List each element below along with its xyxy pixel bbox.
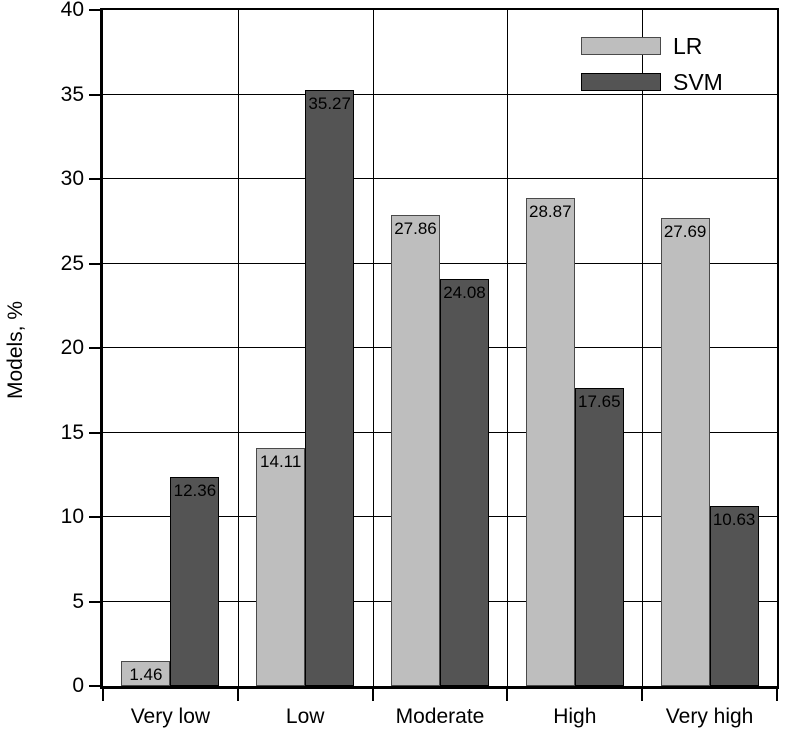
legend: LR SVM [581, 34, 723, 94]
y-tick-label-15: 15 [60, 420, 84, 444]
bar-value-label-svm-very-low: 12.36 [173, 481, 217, 501]
category-label-very-high: Very high [665, 705, 754, 728]
y-tick-label-5: 5 [72, 589, 84, 613]
bar-value-label-lr-very-low: 1.46 [129, 665, 163, 685]
x-tick-3 [506, 687, 508, 701]
legend-item-lr: LR [581, 34, 723, 58]
bar-lr-high [525, 198, 575, 686]
legend-swatch-svm [581, 73, 661, 91]
y-tick-20 [89, 347, 103, 349]
y-tick-label-20: 20 [60, 336, 84, 359]
y-tick-10 [89, 516, 103, 518]
y-tick-label-25: 25 [60, 251, 84, 275]
bar-lr-low [256, 447, 306, 686]
legend-item-svm: SVM [581, 70, 723, 94]
v-gridline-2 [373, 10, 374, 686]
v-gridline-4 [642, 10, 643, 686]
category-label-low: Low [285, 705, 325, 728]
legend-label-lr: LR [673, 33, 703, 59]
bar-value-label-svm-moderate: 24.08 [443, 283, 486, 303]
v-gridline-3 [507, 10, 508, 686]
legend-swatch-lr [581, 37, 661, 55]
y-tick-40 [89, 9, 103, 11]
y-tick-30 [89, 178, 103, 180]
y-tick-label-35: 35 [60, 82, 84, 106]
x-tick-1 [237, 687, 239, 701]
bar-value-label-lr-high: 28.87 [529, 202, 572, 222]
bar-lr-moderate [391, 215, 440, 686]
y-tick-label-30: 30 [60, 167, 84, 190]
h-gridline-25 [103, 262, 777, 264]
bar-svm-low [305, 89, 355, 686]
legend-label-svm: SVM [673, 69, 723, 95]
bar-value-label-lr-very-high: 27.69 [663, 222, 707, 242]
category-label-very-low: Very low [130, 705, 211, 728]
y-tick-15 [89, 431, 103, 434]
x-tick-2 [372, 687, 374, 701]
y-tick-35 [89, 93, 103, 96]
bar-value-label-lr-moderate: 27.86 [394, 219, 437, 239]
bar-svm-very-high [709, 506, 759, 686]
bar-svm-very-low [170, 477, 220, 686]
h-gridline-35 [103, 93, 777, 95]
v-gridline-1 [238, 10, 239, 686]
bar-lr-very-high [660, 218, 710, 686]
bar-value-label-svm-high: 17.65 [578, 391, 621, 411]
y-tick-label-40: 40 [60, 0, 84, 21]
category-label-moderate: Moderate [395, 705, 485, 728]
x-tick-4 [641, 687, 643, 701]
bar-value-label-svm-very-high: 10.63 [712, 510, 756, 530]
h-gridline-30 [103, 178, 777, 179]
bar-value-label-svm-low: 35.27 [308, 93, 351, 113]
y-tick-25 [89, 262, 103, 265]
y-tick-label-10: 10 [60, 505, 84, 528]
bar-svm-high [574, 387, 624, 686]
bar-value-label-lr-low: 14.11 [260, 451, 302, 471]
y-tick-0 [89, 685, 103, 687]
category-label-high: High [553, 705, 597, 728]
bar-svm-moderate [440, 279, 489, 686]
x-tick-5 [776, 687, 778, 701]
x-tick-0 [102, 687, 104, 701]
y-tick-label-0: 0 [72, 674, 84, 697]
bar-lr-very-low [121, 661, 171, 686]
plot-area: 1.46 12.36 14.11 35.27 27.86 24.08 28.87 17.65 2… [100, 8, 779, 689]
y-tick-5 [89, 600, 103, 603]
